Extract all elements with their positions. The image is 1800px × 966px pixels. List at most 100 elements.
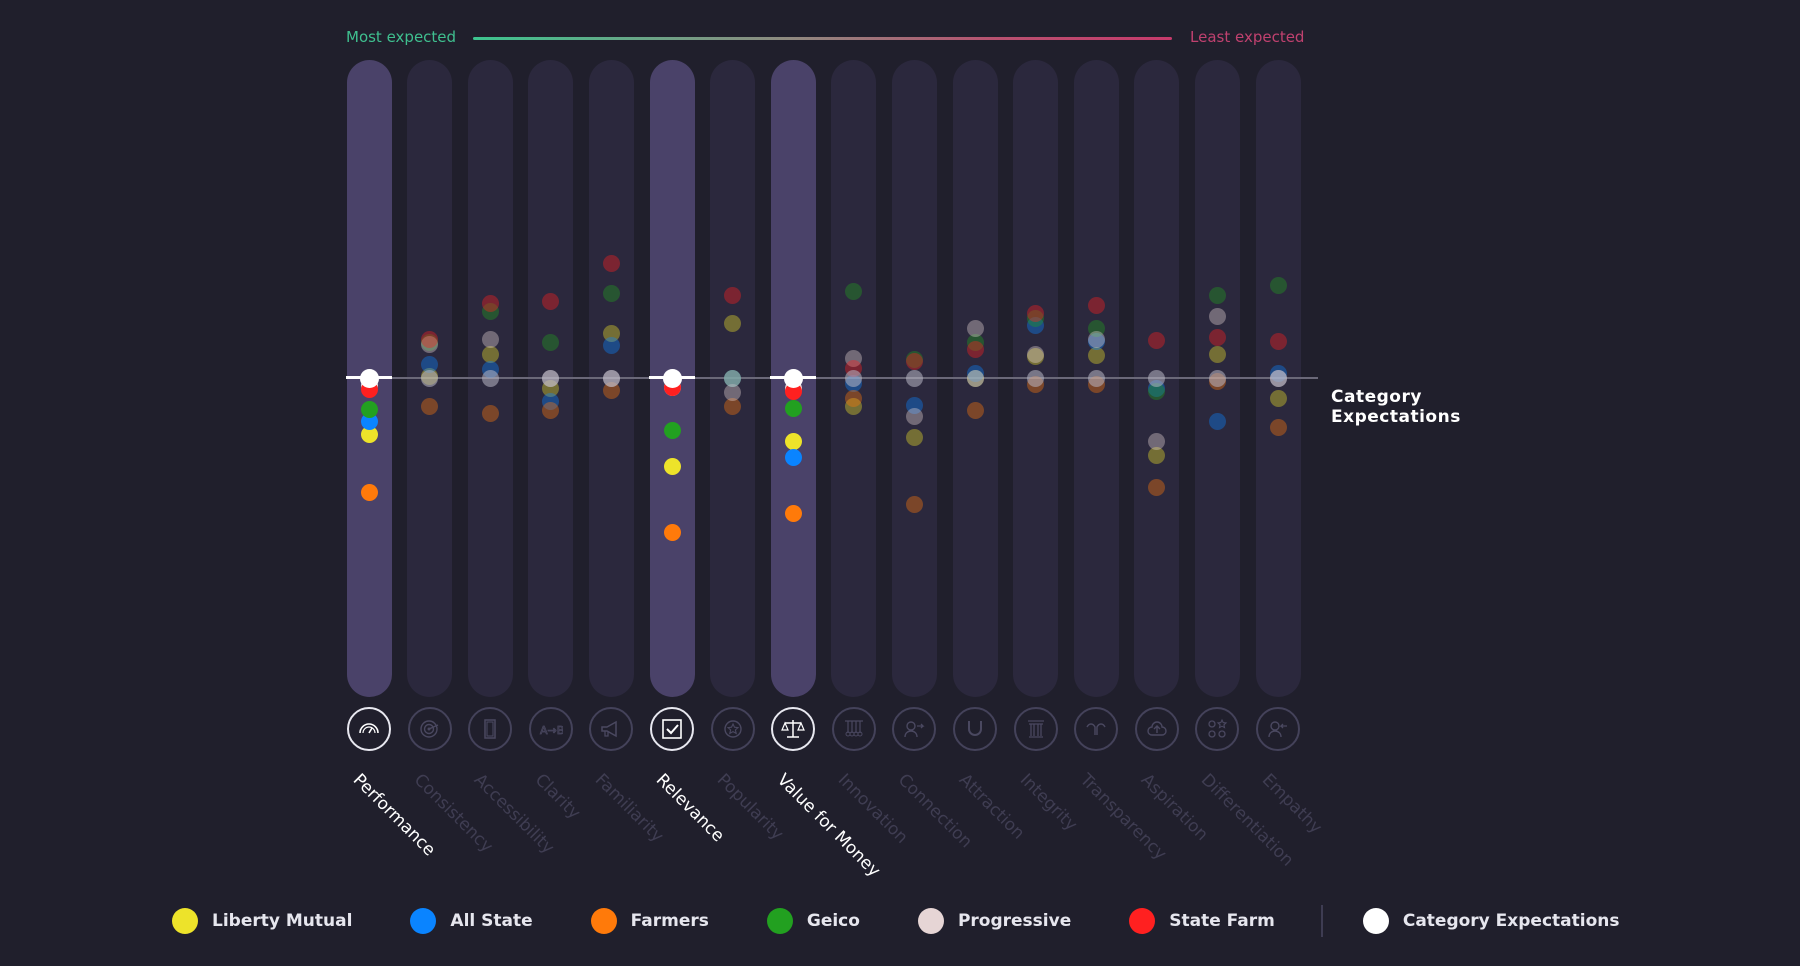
dot-category-expectations-empathy[interactable] (1269, 369, 1287, 387)
dot-geico-transparency[interactable] (1087, 319, 1105, 337)
dot-all-state-connection[interactable] (905, 396, 923, 414)
dot-progressive-attraction[interactable] (966, 319, 984, 337)
dot-progressive-differentiation[interactable] (1208, 307, 1226, 325)
dot-category-expectations-popularity[interactable] (724, 369, 742, 387)
speedometer-icon[interactable] (347, 707, 391, 751)
dot-geico-empathy[interactable] (1269, 276, 1287, 294)
magnet-icon[interactable] (953, 707, 997, 751)
dot-liberty-mutual-accessibility[interactable] (481, 345, 499, 363)
dot-all-state-integrity[interactable] (1027, 316, 1045, 334)
dot-state-farm-accessibility[interactable] (481, 294, 499, 312)
dot-progressive-popularity[interactable] (724, 383, 742, 401)
person-arrow-out-icon[interactable] (892, 707, 937, 751)
dot-liberty-mutual-empathy[interactable] (1269, 389, 1287, 407)
dot-category-expectations-integrity[interactable] (1027, 369, 1045, 387)
dot-state-farm-familiarity[interactable] (602, 254, 620, 272)
dot-progressive-innovation[interactable] (845, 349, 863, 367)
dot-liberty-mutual-popularity[interactable] (724, 314, 742, 332)
dot-farmers-clarity[interactable] (542, 401, 560, 419)
dot-category-expectations-value-for-money[interactable] (783, 368, 803, 388)
dot-farmers-consistency[interactable] (421, 397, 439, 415)
dot-all-state-transparency[interactable] (1087, 332, 1105, 350)
dot-category-expectations-differentiation[interactable] (1208, 369, 1226, 387)
cloud-upload-icon[interactable] (1134, 707, 1179, 751)
dot-state-farm-differentiation[interactable] (1208, 328, 1226, 346)
dot-state-farm-clarity[interactable] (542, 292, 560, 310)
legend-item-all-state[interactable]: All State (410, 908, 533, 934)
dot-farmers-attraction[interactable] (966, 401, 984, 419)
dot-all-state-consistency[interactable] (421, 355, 439, 373)
dot-state-farm-aspiration[interactable] (1148, 331, 1166, 349)
dot-category-expectations-familiarity[interactable] (602, 369, 620, 387)
legend-item-progressive[interactable]: Progressive (917, 908, 1071, 934)
dot-liberty-mutual-differentiation[interactable] (1208, 345, 1226, 363)
dot-liberty-mutual-value-for-money[interactable] (784, 432, 802, 450)
dot-all-state-value-for-money[interactable] (784, 448, 802, 466)
dot-liberty-mutual-transparency[interactable] (1087, 346, 1105, 364)
dot-geico-aspiration[interactable] (1148, 382, 1166, 400)
dot-progressive-accessibility[interactable] (481, 330, 499, 348)
legend-item-category-expectations[interactable]: Category Expectations (1362, 908, 1620, 934)
a-to-b-icon[interactable]: A→B (528, 707, 573, 751)
dot-farmers-aspiration[interactable] (1148, 478, 1166, 496)
dot-farmers-relevance[interactable] (663, 523, 681, 541)
dot-geico-familiarity[interactable] (602, 284, 620, 302)
dot-farmers-connection[interactable] (905, 495, 923, 513)
dot-geico-value-for-money[interactable] (784, 399, 802, 417)
dot-category-expectations-transparency[interactable] (1087, 369, 1105, 387)
dot-liberty-mutual-innovation[interactable] (845, 397, 863, 415)
dot-liberty-mutual-connection[interactable] (905, 428, 923, 446)
dot-state-farm-integrity[interactable] (1027, 304, 1045, 322)
dot-progressive-consistency[interactable] (421, 335, 439, 353)
star-badge-icon[interactable] (710, 707, 755, 751)
door-icon[interactable] (468, 707, 513, 751)
dot-farmers-popularity[interactable] (724, 397, 742, 415)
dot-category-expectations-accessibility[interactable] (481, 369, 499, 387)
dot-category-expectations-clarity[interactable] (542, 369, 560, 387)
dot-state-farm-consistency[interactable] (421, 330, 439, 348)
dot-state-farm-transparency[interactable] (1087, 296, 1105, 314)
dot-geico-clarity[interactable] (542, 333, 560, 351)
dot-farmers-accessibility[interactable] (481, 404, 499, 422)
dot-farmers-value-for-money[interactable] (784, 504, 802, 522)
dot-farmers-performance[interactable] (360, 483, 378, 501)
dot-progressive-transparency[interactable] (1087, 330, 1105, 348)
dot-geico-relevance[interactable] (663, 421, 681, 439)
open-hands-icon[interactable] (1074, 707, 1119, 751)
dot-category-expectations-relevance[interactable] (662, 368, 682, 388)
dot-state-farm-popularity[interactable] (724, 286, 742, 304)
dot-category-expectations-aspiration[interactable] (1148, 369, 1166, 387)
checkbox-icon[interactable] (650, 707, 694, 751)
dot-farmers-empathy[interactable] (1269, 418, 1287, 436)
dot-liberty-mutual-performance[interactable] (360, 425, 378, 443)
newtons-cradle-icon[interactable] (831, 707, 876, 751)
dot-liberty-mutual-integrity[interactable] (1027, 347, 1045, 365)
legend-item-farmers[interactable]: Farmers (590, 908, 709, 934)
dot-geico-innovation[interactable] (845, 282, 863, 300)
label-clarity[interactable]: Clarity (530, 770, 585, 824)
dot-state-farm-empathy[interactable] (1269, 332, 1287, 350)
dot-progressive-connection[interactable] (905, 407, 923, 425)
shapes-icon[interactable] (1195, 707, 1240, 751)
dot-all-state-differentiation[interactable] (1208, 412, 1226, 430)
dot-state-farm-attraction[interactable] (966, 340, 984, 358)
scales-icon[interactable] (771, 707, 816, 751)
dot-geico-connection[interactable] (905, 350, 923, 368)
dot-geico-accessibility[interactable] (481, 302, 499, 320)
dot-farmers-innovation[interactable] (845, 389, 863, 407)
dot-all-state-clarity[interactable] (542, 392, 560, 410)
dot-geico-integrity[interactable] (1027, 309, 1045, 327)
legend-item-liberty-mutual[interactable]: Liberty Mutual (172, 908, 352, 934)
dot-geico-attraction[interactable] (966, 333, 984, 351)
dot-category-expectations-consistency[interactable] (421, 369, 439, 387)
dot-geico-differentiation[interactable] (1208, 286, 1226, 304)
dot-liberty-mutual-relevance[interactable] (663, 457, 681, 475)
dot-liberty-mutual-aspiration[interactable] (1148, 446, 1166, 464)
dot-liberty-mutual-familiarity[interactable] (602, 324, 620, 342)
dot-category-expectations-performance[interactable] (359, 368, 379, 388)
label-value-for-money[interactable]: Value for Money (773, 770, 885, 882)
dot-category-expectations-connection[interactable] (905, 369, 923, 387)
megaphone-icon[interactable] (589, 707, 634, 751)
dot-category-expectations-attraction[interactable] (966, 369, 984, 387)
dot-progressive-integrity[interactable] (1027, 345, 1045, 363)
